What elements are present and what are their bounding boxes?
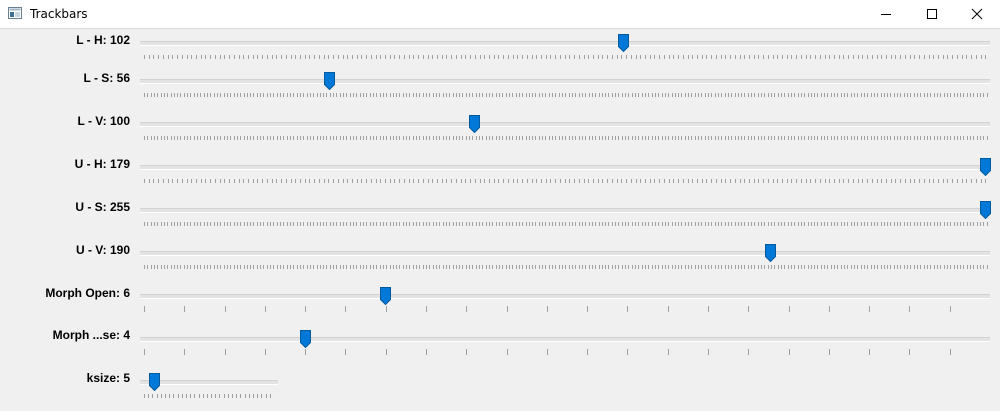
maximize-button[interactable] xyxy=(909,0,955,28)
title-bar[interactable]: Trackbars xyxy=(0,0,1000,29)
trackbar-thumb-morph-close[interactable] xyxy=(299,330,311,348)
trackbar-ticks-l-v xyxy=(144,136,988,140)
trackbar-ticks-morph-open xyxy=(144,306,951,312)
trackbar-ticks-l-s xyxy=(144,93,988,97)
app-window-icon xyxy=(8,7,22,19)
trackbar-label-u-h: U - H: 179 xyxy=(74,157,130,171)
trackbar-label-morph-close: Morph ...se: 4 xyxy=(52,328,130,342)
trackbar-thumb-morph-open[interactable] xyxy=(379,287,391,305)
trackbar-groove-morph-open[interactable] xyxy=(140,294,990,299)
close-button[interactable] xyxy=(954,0,1000,28)
minimize-button[interactable] xyxy=(863,0,909,28)
trackbar-ticks-morph-close xyxy=(144,349,951,355)
close-icon xyxy=(971,8,983,20)
trackbar-label-ksize: ksize: 5 xyxy=(86,371,130,385)
trackbar-ticks-u-v xyxy=(144,265,988,269)
trackbar-thumb-ksize[interactable] xyxy=(149,373,161,391)
trackbar-ticks-u-s xyxy=(144,222,988,226)
trackbar-thumb-l-h[interactable] xyxy=(618,34,630,52)
maximize-icon xyxy=(927,9,937,19)
trackbar-thumb-u-h[interactable] xyxy=(979,158,991,176)
trackbar-thumb-l-s[interactable] xyxy=(323,72,335,90)
window-title: Trackbars xyxy=(30,7,88,21)
trackbar-label-l-v: L - V: 100 xyxy=(77,114,130,128)
trackbar-ticks-l-h xyxy=(144,55,986,59)
minimize-icon xyxy=(881,14,891,15)
trackbar-label-morph-open: Morph Open: 6 xyxy=(45,286,130,300)
trackbar-label-l-s: L - S: 56 xyxy=(83,71,130,85)
trackbar-ticks-u-h xyxy=(144,179,986,183)
trackbar-groove-ksize[interactable] xyxy=(140,380,278,385)
trackbar-ticks-ksize xyxy=(144,394,271,398)
trackbar-label-u-v: U - V: 190 xyxy=(75,243,130,257)
trackbar-label-u-s: U - S: 255 xyxy=(75,200,130,214)
trackbar-label-l-h: L - H: 102 xyxy=(76,33,130,47)
trackbar-thumb-u-v[interactable] xyxy=(765,244,777,262)
trackbar-groove-morph-close[interactable] xyxy=(140,337,990,342)
trackbar-groove-u-v[interactable] xyxy=(140,251,990,256)
trackbar-groove-l-s[interactable] xyxy=(140,79,990,84)
trackbar-groove-u-h[interactable] xyxy=(140,165,990,170)
trackbar-groove-l-h[interactable] xyxy=(140,41,990,46)
trackbar-thumb-u-s[interactable] xyxy=(979,201,991,219)
trackbar-groove-u-s[interactable] xyxy=(140,208,990,213)
trackbar-groove-l-v[interactable] xyxy=(140,122,990,127)
trackbar-thumb-l-v[interactable] xyxy=(468,115,480,133)
